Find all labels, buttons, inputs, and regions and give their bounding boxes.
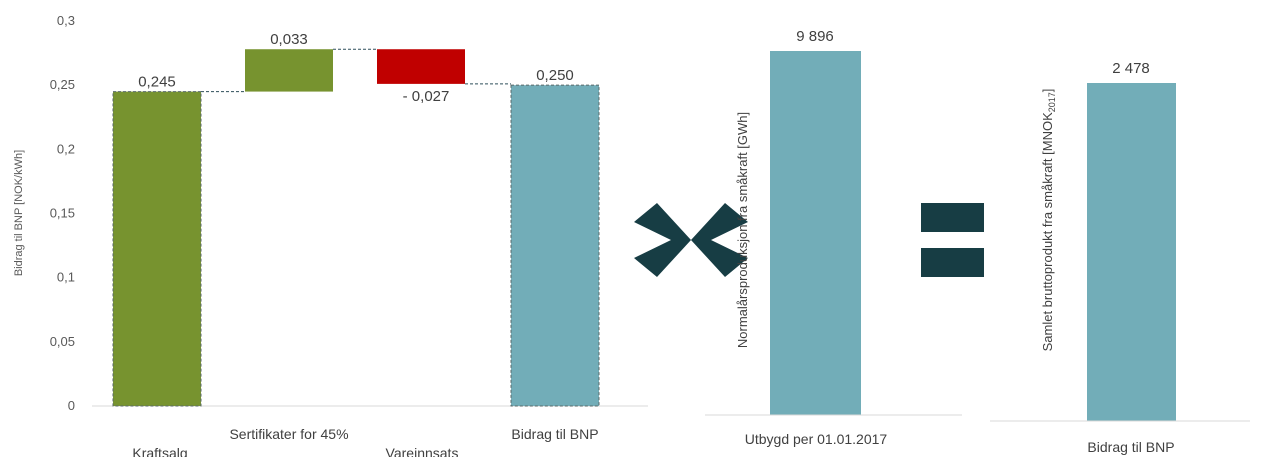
production-bar <box>770 51 861 415</box>
production-y-axis-label: Normalårsproduksjon fra småkraft [GWh] <box>735 112 750 348</box>
connector-lines <box>201 48 511 93</box>
data-label: - 0,027 <box>403 88 450 105</box>
y-tick-label: 0,1 <box>57 270 75 285</box>
production-chart: Normalårsproduksjon fra småkraft [GWh] 9… <box>705 28 962 447</box>
waterfall-bar <box>377 49 465 84</box>
gross-product-value-label: 2 478 <box>1112 60 1150 77</box>
waterfall-bar <box>245 49 333 92</box>
waterfall-bars <box>112 49 600 407</box>
data-label: 0,245 <box>138 74 176 91</box>
category-label: Vareinnsats <box>386 445 459 457</box>
waterfall-chart: Bidrag til BNP [NOK/kWh] 0 0,05 0,1 0,15 0,2… <box>13 13 648 457</box>
gross-product-chart: Samlet bruttoprodukt fra småkraft [MNOK2… <box>990 60 1250 455</box>
data-label: 0,250 <box>536 67 574 84</box>
equals-icon <box>921 203 984 277</box>
multiply-icon <box>634 203 748 277</box>
y-tick-label: 0,15 <box>50 206 75 221</box>
gross-product-bar <box>1087 83 1176 421</box>
gross-product-category-label: Bidrag til BNP <box>1087 439 1174 455</box>
data-label: 0,033 <box>270 31 308 48</box>
y-axis-label: Bidrag til BNP [NOK/kWh] <box>13 150 25 276</box>
y-tick-label: 0,3 <box>57 13 75 28</box>
waterfall-bar <box>510 84 600 407</box>
category-labels: Kraftsalg Sertifikater for 45% Vareinnsats… <box>132 426 598 457</box>
category-label: Bidrag til BNP <box>511 426 598 442</box>
y-tick-label: 0,2 <box>57 141 75 156</box>
category-label: Kraftsalg <box>132 445 187 457</box>
category-label: Sertifikater for 45% <box>229 426 348 442</box>
y-axis-ticks: 0 0,05 0,1 0,15 0,2 0,25 0,3 <box>50 13 75 413</box>
production-value-label: 9 896 <box>796 28 834 45</box>
y-tick-label: 0 <box>68 398 75 413</box>
production-category-label: Utbygd per 01.01.2017 <box>745 431 888 447</box>
waterfall-bar <box>112 91 202 407</box>
gross-product-y-axis-label: Samlet bruttoprodukt fra småkraft [MNOK2… <box>1040 89 1057 352</box>
y-tick-label: 0,05 <box>50 334 75 349</box>
y-tick-label: 0,25 <box>50 77 75 92</box>
data-labels: 0,245 0,033 - 0,027 0,250 <box>138 31 574 105</box>
